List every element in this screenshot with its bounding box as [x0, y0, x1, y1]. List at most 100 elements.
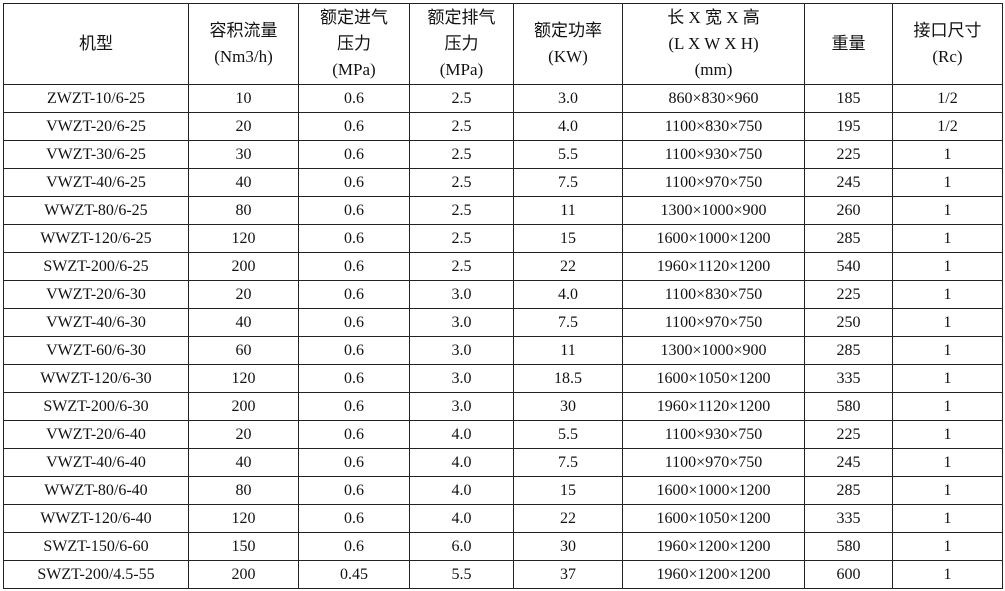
header-line: (Rc): [932, 47, 963, 66]
header-line: 压力: [444, 34, 479, 53]
cell-port-size: 1: [892, 224, 1003, 253]
cell-power: 15: [513, 476, 623, 505]
cell-outlet-pressure: 2.5: [409, 196, 514, 225]
cell-dimensions: 1100×830×750: [622, 280, 805, 309]
cell-flow: 200: [188, 560, 299, 589]
cell-power: 15: [513, 224, 623, 253]
cell-dimensions: 1600×1000×1200: [622, 224, 805, 253]
cell-dimensions: 1600×1050×1200: [622, 364, 805, 393]
cell-model: SWZT-150/6-60: [3, 532, 189, 561]
table-row: VWZT-20/6-25 20 0.6 2.5 4.0 1100×830×750 195 1/…: [3, 112, 1003, 141]
cell-weight: 600: [804, 560, 893, 589]
cell-port-size: 1: [892, 308, 1003, 337]
cell-weight: 250: [804, 308, 893, 337]
cell-power: 11: [513, 336, 623, 365]
cell-flow: 150: [188, 532, 299, 561]
table-row: ZWZT-10/6-25 10 0.6 2.5 3.0 860×830×960 185 1/2: [3, 84, 1003, 113]
cell-port-size: 1: [892, 392, 1003, 421]
cell-weight: 285: [804, 476, 893, 505]
header-model: 机型: [3, 3, 189, 85]
cell-power: 7.5: [513, 168, 623, 197]
table-row: WWZT-80/6-40 80 0.6 4.0 15 1600×1000×1200 285 1: [3, 476, 1003, 505]
cell-port-size: 1: [892, 140, 1003, 169]
cell-model: SWZT-200/4.5-55: [3, 560, 189, 589]
cell-inlet-pressure: 0.6: [298, 532, 410, 561]
table-row: WWZT-120/6-40 120 0.6 4.0 22 1600×1050×1200 33…: [3, 504, 1003, 533]
cell-power: 22: [513, 504, 623, 533]
cell-weight: 285: [804, 224, 893, 253]
cell-power: 7.5: [513, 308, 623, 337]
cell-port-size: 1: [892, 196, 1003, 225]
cell-outlet-pressure: 6.0: [409, 532, 514, 561]
header-outlet-pressure: 额定排气 压力 (MPa): [409, 3, 514, 85]
cell-power: 30: [513, 392, 623, 421]
cell-power: 37: [513, 560, 623, 589]
cell-flow: 40: [188, 448, 299, 477]
header-line: 接口尺寸: [913, 21, 982, 40]
header-line: (MPa): [332, 60, 376, 79]
cell-inlet-pressure: 0.6: [298, 84, 410, 113]
cell-port-size: 1/2: [892, 84, 1003, 113]
cell-dimensions: 1100×830×750: [622, 112, 805, 141]
cell-flow: 20: [188, 280, 299, 309]
cell-dimensions: 860×830×960: [622, 84, 805, 113]
table-row: VWZT-40/6-40 40 0.6 4.0 7.5 1100×970×750 245 1: [3, 448, 1003, 477]
cell-dimensions: 1600×1000×1200: [622, 476, 805, 505]
cell-weight: 580: [804, 392, 893, 421]
cell-weight: 245: [804, 448, 893, 477]
cell-flow: 120: [188, 364, 299, 393]
table-row: SWZT-200/4.5-55 200 0.45 5.5 37 1960×1200×120…: [3, 560, 1003, 589]
header-line: 额定功率: [534, 21, 602, 40]
cell-outlet-pressure: 4.0: [409, 420, 514, 449]
cell-power: 30: [513, 532, 623, 561]
cell-weight: 540: [804, 252, 893, 281]
cell-model: WWZT-120/6-30: [3, 364, 189, 393]
cell-dimensions: 1300×1000×900: [622, 336, 805, 365]
cell-outlet-pressure: 2.5: [409, 112, 514, 141]
cell-inlet-pressure: 0.6: [298, 112, 410, 141]
cell-flow: 120: [188, 224, 299, 253]
cell-port-size: 1: [892, 532, 1003, 561]
cell-inlet-pressure: 0.6: [298, 420, 410, 449]
cell-flow: 60: [188, 336, 299, 365]
cell-outlet-pressure: 4.0: [409, 476, 514, 505]
cell-dimensions: 1100×930×750: [622, 420, 805, 449]
header-line: 重量: [831, 34, 866, 53]
cell-outlet-pressure: 3.0: [409, 280, 514, 309]
cell-model: VWZT-60/6-30: [3, 336, 189, 365]
cell-power: 4.0: [513, 280, 623, 309]
header-line: 额定排气: [427, 8, 496, 27]
cell-model: WWZT-120/6-25: [3, 224, 189, 253]
header-line: 压力: [337, 34, 371, 53]
cell-weight: 335: [804, 504, 893, 533]
cell-dimensions: 1960×1200×1200: [622, 532, 805, 561]
table-row: SWZT-200/6-25 200 0.6 2.5 22 1960×1120×1200 54…: [3, 252, 1003, 281]
compressor-spec-table: 机型 容积流量 (Nm3/h) 额定进气 压力 (MPa) 额定排气 压力 (MPa) 额定功率 (…: [3, 3, 1003, 589]
cell-flow: 40: [188, 308, 299, 337]
cell-port-size: 1: [892, 560, 1003, 589]
cell-inlet-pressure: 0.6: [298, 168, 410, 197]
cell-model: WWZT-120/6-40: [3, 504, 189, 533]
cell-dimensions: 1600×1050×1200: [622, 504, 805, 533]
cell-inlet-pressure: 0.6: [298, 364, 410, 393]
cell-inlet-pressure: 0.6: [298, 336, 410, 365]
cell-flow: 120: [188, 504, 299, 533]
table-row: WWZT-120/6-25 120 0.6 2.5 15 1600×1000×1200 28…: [3, 224, 1003, 253]
header-weight: 重量: [804, 3, 893, 85]
cell-model: SWZT-200/6-25: [3, 252, 189, 281]
cell-weight: 225: [804, 280, 893, 309]
cell-dimensions: 1100×930×750: [622, 140, 805, 169]
cell-outlet-pressure: 2.5: [409, 224, 514, 253]
table-row: VWZT-20/6-40 20 0.6 4.0 5.5 1100×930×750 225 1: [3, 420, 1003, 449]
cell-outlet-pressure: 3.0: [409, 336, 514, 365]
cell-power: 4.0: [513, 112, 623, 141]
table-row: WWZT-80/6-25 80 0.6 2.5 11 1300×1000×900 260 1: [3, 196, 1003, 225]
cell-outlet-pressure: 4.0: [409, 504, 514, 533]
cell-weight: 335: [804, 364, 893, 393]
cell-power: 11: [513, 196, 623, 225]
header-line: (L X W X H): [668, 34, 759, 53]
cell-port-size: 1: [892, 476, 1003, 505]
cell-power: 5.5: [513, 140, 623, 169]
cell-outlet-pressure: 2.5: [409, 168, 514, 197]
cell-weight: 580: [804, 532, 893, 561]
